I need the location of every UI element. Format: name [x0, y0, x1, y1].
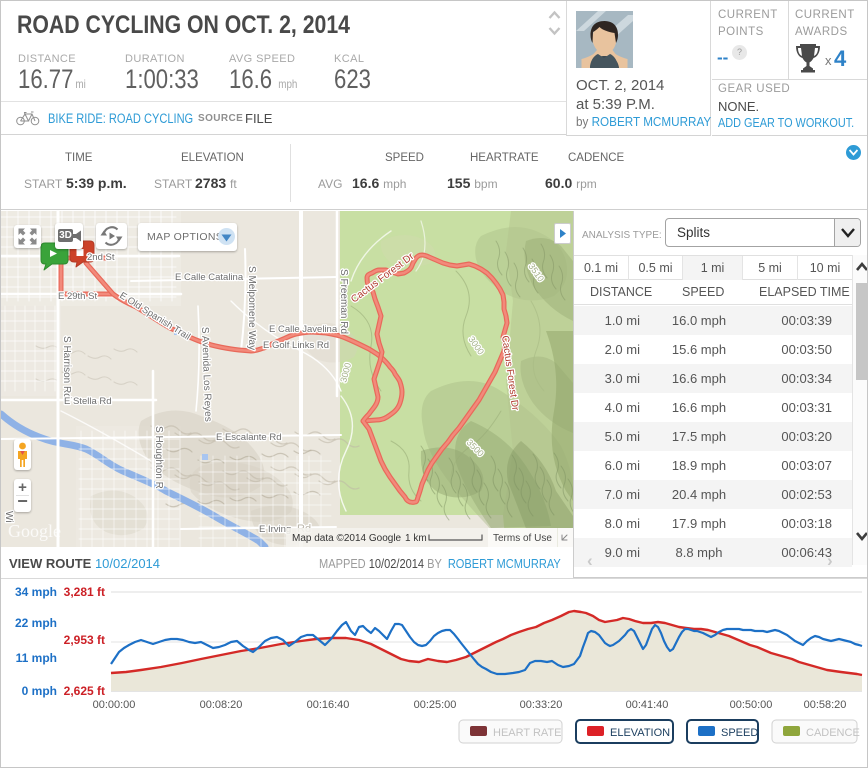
svg-text:E Golf Links Rd: E Golf Links Rd [263, 340, 329, 351]
svg-text:00:00:00: 00:00:00 [93, 699, 136, 711]
svg-text:2,953 ft: 2,953 ft [64, 633, 105, 647]
svg-text:00:08:20: 00:08:20 [200, 699, 243, 711]
svg-text:S Avenida Los Reyes: S Avenida Los Reyes [199, 327, 213, 422]
svg-text:HEART RATE: HEART RATE [493, 727, 561, 739]
svg-text:Wi: Wi [3, 511, 14, 523]
svg-text:1 km: 1 km [405, 533, 427, 544]
svg-text:3,281 ft: 3,281 ft [64, 585, 105, 599]
svg-text:34 mph: 34 mph [15, 585, 57, 599]
svg-text:E Irving: E Irving [259, 524, 291, 535]
svg-text:S Houghton R: S Houghton R [153, 426, 164, 489]
svg-text:22 mph: 22 mph [15, 616, 57, 630]
svg-text:S Harrison Rd: S Harrison Rd [61, 336, 72, 399]
svg-text:E Calle Javelina: E Calle Javelina [269, 324, 338, 335]
svg-text:S Freeman Rd: S Freeman Rd [338, 269, 349, 334]
svg-text:00:25:00: 00:25:00 [414, 699, 457, 711]
svg-text:Terms of Use: Terms of Use [493, 533, 552, 544]
svg-text:00:16:40: 00:16:40 [307, 699, 350, 711]
svg-text:ELEVATION: ELEVATION [610, 727, 670, 739]
svg-text:2,625 ft: 2,625 ft [64, 684, 105, 698]
svg-text:Google: Google [8, 521, 61, 541]
svg-text:E 29th St: E 29th St [58, 291, 97, 302]
svg-text:E Stella Rd: E Stella Rd [64, 396, 112, 407]
svg-text:SPEED: SPEED [721, 727, 758, 739]
svg-text:00:41:40: 00:41:40 [626, 699, 669, 711]
svg-text:2nd St: 2nd St [87, 252, 115, 263]
svg-text:0 mph: 0 mph [22, 684, 57, 698]
svg-text:00:58:20: 00:58:20 [804, 699, 847, 711]
svg-text:Map data ©2014 Google: Map data ©2014 Google [292, 533, 402, 544]
svg-text:E Calle Catalina: E Calle Catalina [175, 272, 244, 283]
svg-text:00:33:20: 00:33:20 [520, 699, 563, 711]
svg-text:11 mph: 11 mph [16, 651, 57, 665]
svg-text:CADENCE: CADENCE [806, 727, 860, 739]
svg-text:E Escalante Rd: E Escalante Rd [216, 432, 281, 443]
svg-text:S Melpomene Way: S Melpomene Way [246, 266, 257, 350]
svg-text:00:50:00: 00:50:00 [730, 699, 773, 711]
